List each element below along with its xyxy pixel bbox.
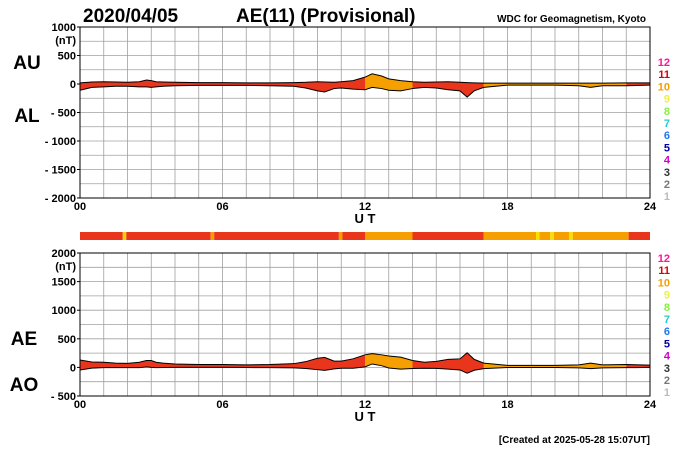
- area-fill-segment: [80, 354, 365, 371]
- series-label-upper: AE: [11, 329, 37, 350]
- plot-frame: [79, 252, 651, 397]
- au-line: [79, 73, 650, 84]
- legend-count-label: 1: [664, 191, 670, 203]
- created-timestamp: [Created at 2025-05-28 15:07UT]: [499, 435, 650, 446]
- legend-count-label: 5: [664, 142, 670, 154]
- y-tick-label: - 500: [51, 108, 76, 120]
- status-segment: [412, 232, 484, 240]
- x-tick-label: 24: [644, 201, 657, 213]
- status-segment: [214, 232, 339, 240]
- status-segment: [536, 232, 540, 240]
- y-tick-label: - 500: [51, 391, 76, 403]
- x-tick-label: 12: [359, 201, 371, 213]
- status-segment: [126, 232, 211, 240]
- x-tick-label: 06: [216, 201, 228, 213]
- y-tick-label: - 1000: [45, 136, 76, 148]
- au-al-chart: 1000 500 0 - 500 - 1000 - 1500 - 2000 (nT) 00 06 1…: [13, 22, 657, 226]
- legend-count-label: 2: [664, 375, 670, 387]
- legend-count-label: 9: [664, 290, 670, 302]
- x-tick-label: 18: [501, 201, 513, 213]
- status-segment: [365, 232, 413, 240]
- source-label: WDC for Geomagnetism, Kyoto: [497, 14, 646, 25]
- x-tick-label: 24: [644, 399, 657, 411]
- ae-ao-chart: 2000 1500 1000 500 0 - 500 (nT) 00 06 12 18 24 U T AE…: [10, 248, 657, 424]
- y-tick-label: 0: [70, 79, 76, 91]
- x-tick-label: 06: [216, 399, 228, 411]
- status-segment: [210, 232, 215, 240]
- legend-count-label: 11: [658, 265, 670, 277]
- y-tick-label: 1000: [52, 22, 76, 34]
- legend-count-label: 12: [658, 57, 670, 69]
- y-tick-label: 2000: [52, 248, 76, 260]
- unit-label: (nT): [55, 261, 76, 273]
- legend-count-label: 5: [664, 338, 670, 350]
- x-tick-label: 00: [74, 399, 86, 411]
- series-label-lower: AO: [10, 375, 39, 396]
- status-segment: [338, 232, 343, 240]
- legend-count-label: 8: [664, 302, 670, 314]
- status-segment: [483, 232, 536, 240]
- x-axis-label: U T: [355, 409, 376, 424]
- status-segment: [80, 232, 123, 240]
- status-segment: [628, 232, 650, 240]
- legend-count-label: 6: [664, 326, 670, 338]
- y-tick-label: 500: [58, 334, 76, 346]
- legend-count-label: 8: [664, 106, 670, 118]
- legend-count-label: 7: [664, 314, 670, 326]
- y-tick-label: 0: [70, 362, 76, 374]
- legend-count-label: 7: [664, 118, 670, 130]
- date-title: 2020/04/05: [83, 6, 179, 27]
- ae-line: [79, 352, 651, 366]
- legend-count-label: 3: [664, 363, 670, 375]
- legend-count-label: 6: [664, 130, 670, 142]
- index-title: AE(11) (Provisional): [236, 6, 416, 27]
- area-fill-segment: [365, 73, 413, 91]
- x-tick-label: 18: [501, 399, 513, 411]
- series-label-upper: AU: [13, 53, 40, 74]
- y-tick-label: - 2000: [45, 193, 76, 205]
- y-tick-label: 1500: [52, 277, 76, 289]
- legend-count-label: 11: [658, 69, 670, 81]
- legend-count-label: 2: [664, 179, 670, 191]
- legend-count-label: 3: [664, 167, 670, 179]
- series-label-lower: AL: [14, 106, 40, 127]
- al-line: [79, 84, 651, 98]
- legend-count-label: 12: [658, 253, 670, 265]
- x-tick-label: 12: [359, 399, 371, 411]
- legend-count-label: 9: [664, 94, 670, 106]
- status-segment: [122, 232, 127, 240]
- status-segment: [539, 232, 551, 240]
- x-axis-label: U T: [355, 211, 376, 226]
- legend-count-label: 10: [658, 81, 670, 93]
- y-tick-label: 500: [58, 51, 76, 63]
- y-tick-label: 1000: [52, 305, 76, 317]
- legend-count-label: 4: [664, 155, 671, 167]
- legend-count-label: 10: [658, 277, 670, 289]
- status-segment: [553, 232, 570, 240]
- legend-count-label: 4: [664, 351, 671, 363]
- status-segment: [342, 232, 365, 240]
- data-status-bar: [80, 232, 650, 240]
- unit-label: (nT): [55, 35, 76, 47]
- status-segment: [572, 232, 629, 240]
- x-tick-label: 00: [74, 201, 86, 213]
- y-tick-label: - 1500: [45, 165, 76, 177]
- legend-count-label: 1: [664, 387, 670, 399]
- status-segment: [569, 232, 573, 240]
- ao-line: [79, 363, 651, 374]
- status-segment: [550, 232, 554, 240]
